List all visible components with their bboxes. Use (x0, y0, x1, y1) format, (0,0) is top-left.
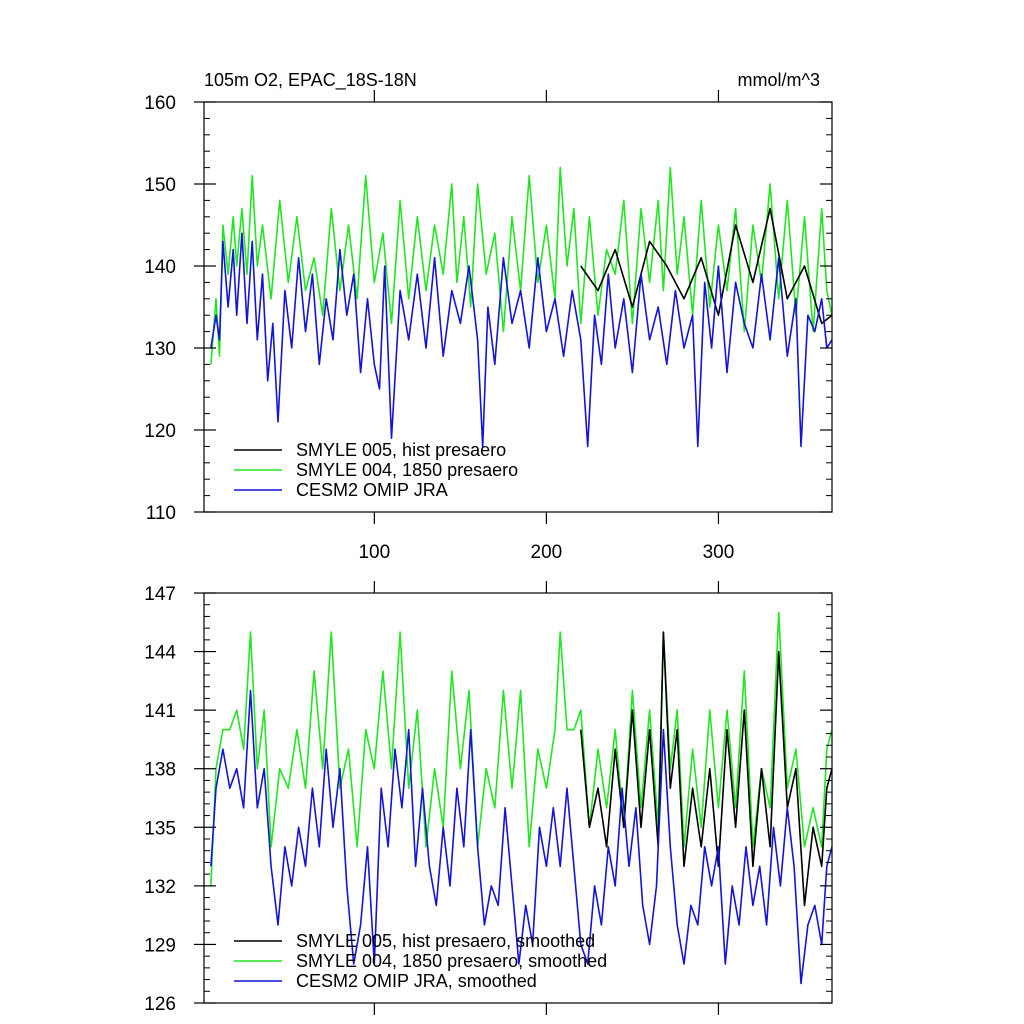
series-lines (210, 166, 833, 448)
x-axis (373, 581, 720, 1015)
legend-label: CESM2 OMIP JRA (296, 480, 448, 500)
y-tick-label: 120 (144, 421, 176, 442)
legend: SMYLE 005, hist presaero, smoothedSMYLE … (234, 931, 607, 991)
y-tick-label: 129 (144, 935, 176, 956)
y-tick-label: 135 (144, 818, 176, 839)
legend-label: SMYLE 004, 1850 presaero (296, 460, 518, 480)
series-line-blue (210, 689, 833, 985)
legend-label: SMYLE 005, hist presaero (296, 440, 506, 460)
series-line-black (580, 207, 833, 325)
series-line-green (210, 611, 833, 886)
series-line-green (210, 166, 833, 365)
top-panel-title: 105m O2, EPAC_18S-18N (204, 70, 417, 91)
series-line-blue (210, 232, 833, 448)
y-tick-label: 126 (144, 994, 176, 1015)
plot-frame (203, 592, 833, 1004)
y-tick-label: 132 (144, 877, 176, 898)
x-tick-label: 100 (358, 542, 390, 563)
x-tick-label: 200 (531, 542, 563, 563)
x-tick-label: 300 (703, 542, 735, 563)
y-tick-label: 147 (144, 584, 176, 605)
y-axis: 110 120 130 140 150 160 (144, 93, 832, 524)
legend-label: CESM2 OMIP JRA, smoothed (296, 971, 537, 991)
y-tick-label: 130 (144, 339, 176, 360)
y-axis: 126 129 132 135 138 141 144 147 (144, 584, 832, 1015)
y-tick-label: 160 (144, 93, 176, 114)
y-tick-label: 141 (144, 701, 176, 722)
legend-label: SMYLE 004, 1850 presaero, smoothed (296, 951, 607, 971)
series-line-black (580, 631, 833, 907)
y-tick-label: 140 (144, 257, 176, 278)
y-tick-label: 138 (144, 760, 176, 781)
y-tick-label: 150 (144, 175, 176, 196)
plot-frame (203, 101, 833, 513)
bottom-panel: 126 129 132 135 138 141 144 147 SMYLE 005, hist … (144, 581, 833, 1015)
top-panel: 105m O2, EPAC_18S-18N mmol/m^3 110 120 130… (144, 70, 833, 563)
top-panel-units: mmol/m^3 (738, 70, 820, 90)
y-tick-label: 144 (144, 643, 176, 664)
y-tick-label: 110 (146, 503, 176, 524)
legend-label: SMYLE 005, hist presaero, smoothed (296, 931, 595, 951)
series-lines (210, 611, 833, 985)
x-axis: 100 200 300 (358, 90, 734, 563)
